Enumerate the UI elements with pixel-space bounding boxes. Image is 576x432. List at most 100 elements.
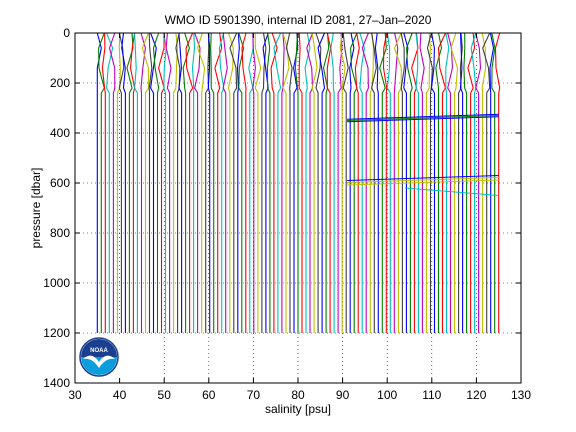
chart-title: WMO ID 5901390, internal ID 2081, 27–Jan… bbox=[165, 13, 432, 27]
profile-line bbox=[262, 32, 269, 333]
profile-line bbox=[435, 32, 443, 333]
profile-line bbox=[148, 32, 153, 333]
profile-line bbox=[281, 32, 285, 333]
profile-line bbox=[98, 32, 105, 333]
profile-line bbox=[261, 32, 267, 333]
logo-sky bbox=[81, 339, 117, 357]
profile-line bbox=[339, 32, 346, 333]
profile-line bbox=[150, 32, 157, 333]
profile-line bbox=[311, 32, 318, 333]
profile-line bbox=[470, 32, 477, 333]
profile-line bbox=[116, 32, 121, 333]
profile-line bbox=[96, 32, 102, 333]
profile-line bbox=[430, 32, 436, 333]
x-tick-label: 50 bbox=[158, 388, 172, 402]
axis-ticks bbox=[74, 32, 522, 384]
profile-line bbox=[173, 32, 178, 333]
profile-line bbox=[425, 32, 431, 333]
profile-line bbox=[382, 32, 388, 333]
profile-line bbox=[140, 32, 146, 333]
profile-line bbox=[266, 32, 271, 333]
profile-line bbox=[175, 32, 181, 333]
profile-line bbox=[134, 32, 138, 333]
profile-line bbox=[108, 32, 116, 333]
y-tick-label: 600 bbox=[50, 176, 70, 190]
profile-line bbox=[349, 32, 355, 333]
profile-line bbox=[350, 32, 358, 333]
x-tick-label: 60 bbox=[202, 388, 216, 402]
profile-line bbox=[419, 32, 425, 333]
x-tick-label: 100 bbox=[377, 388, 397, 402]
y-tick-label: 1000 bbox=[43, 276, 70, 290]
profile-line bbox=[304, 32, 311, 333]
profile-line bbox=[293, 32, 299, 333]
profile-line bbox=[393, 32, 399, 333]
overlay-line bbox=[405, 187, 499, 196]
profile-line bbox=[374, 32, 379, 333]
profile-line bbox=[354, 32, 360, 333]
profile-line bbox=[214, 32, 223, 333]
y-axis-label: pressure [dbar] bbox=[29, 168, 43, 249]
profile-line bbox=[330, 32, 335, 333]
profile-line bbox=[406, 32, 413, 333]
profile-line bbox=[165, 32, 172, 333]
x-tick-label: 90 bbox=[336, 388, 350, 402]
profile-line bbox=[194, 32, 201, 333]
profile-line bbox=[317, 32, 326, 333]
profile-line bbox=[447, 32, 453, 333]
profile-line bbox=[322, 32, 330, 333]
profile-line bbox=[371, 32, 377, 333]
profile-line bbox=[463, 32, 468, 333]
profile-line bbox=[315, 32, 322, 333]
tick-labels: 30 40 50 60 70 80 90 100 110 120 130 0 200 400 600 800 1… bbox=[43, 26, 531, 402]
logo-wordmark: NOAA bbox=[90, 348, 108, 354]
profile-line bbox=[450, 32, 459, 333]
profile-line bbox=[229, 32, 238, 333]
profile-line bbox=[270, 32, 278, 333]
profile-line bbox=[393, 32, 402, 333]
profile-line bbox=[494, 32, 501, 333]
profile-line bbox=[158, 32, 165, 333]
overlay-line bbox=[347, 115, 499, 121]
profile-line bbox=[426, 32, 433, 333]
profile-line bbox=[285, 32, 293, 333]
profile-line bbox=[241, 32, 247, 333]
profile-line bbox=[218, 32, 225, 333]
x-tick-label: 30 bbox=[68, 388, 82, 402]
y-tick-label: 400 bbox=[50, 126, 70, 140]
profile-line bbox=[227, 32, 234, 333]
profile-line bbox=[475, 32, 482, 333]
profile-line bbox=[207, 32, 211, 333]
profile-line bbox=[459, 32, 464, 333]
profile-line bbox=[386, 32, 391, 333]
profile-line bbox=[342, 32, 349, 333]
profile-line bbox=[273, 32, 282, 333]
profile-line bbox=[400, 32, 405, 333]
x-axis-label: salinity [psu] bbox=[265, 402, 331, 416]
profile-line bbox=[361, 32, 369, 333]
profile-line bbox=[182, 32, 190, 333]
profile-line bbox=[482, 32, 491, 333]
y-tick-label: 0 bbox=[63, 26, 70, 40]
overlay-line bbox=[347, 113, 499, 120]
profile-lines bbox=[96, 32, 501, 333]
profile-line bbox=[252, 32, 256, 333]
profile-line bbox=[467, 32, 476, 333]
profile-line bbox=[121, 32, 126, 333]
y-tick-label: 800 bbox=[50, 226, 70, 240]
profile-line bbox=[106, 32, 114, 333]
noaa-logo: NOAA bbox=[78, 336, 163, 381]
profile-line bbox=[205, 32, 210, 333]
x-tick-label: 70 bbox=[247, 388, 261, 402]
profile-line bbox=[185, 32, 194, 333]
overlay-line bbox=[347, 116, 499, 123]
profile-line bbox=[178, 32, 183, 333]
logo-bird-icon bbox=[83, 355, 115, 368]
profile-line bbox=[306, 32, 314, 333]
profile-line bbox=[481, 32, 487, 333]
profile-line bbox=[337, 32, 343, 333]
overlay-line bbox=[347, 177, 499, 183]
x-tick-label: 130 bbox=[511, 388, 531, 402]
y-tick-label: 200 bbox=[50, 76, 70, 90]
